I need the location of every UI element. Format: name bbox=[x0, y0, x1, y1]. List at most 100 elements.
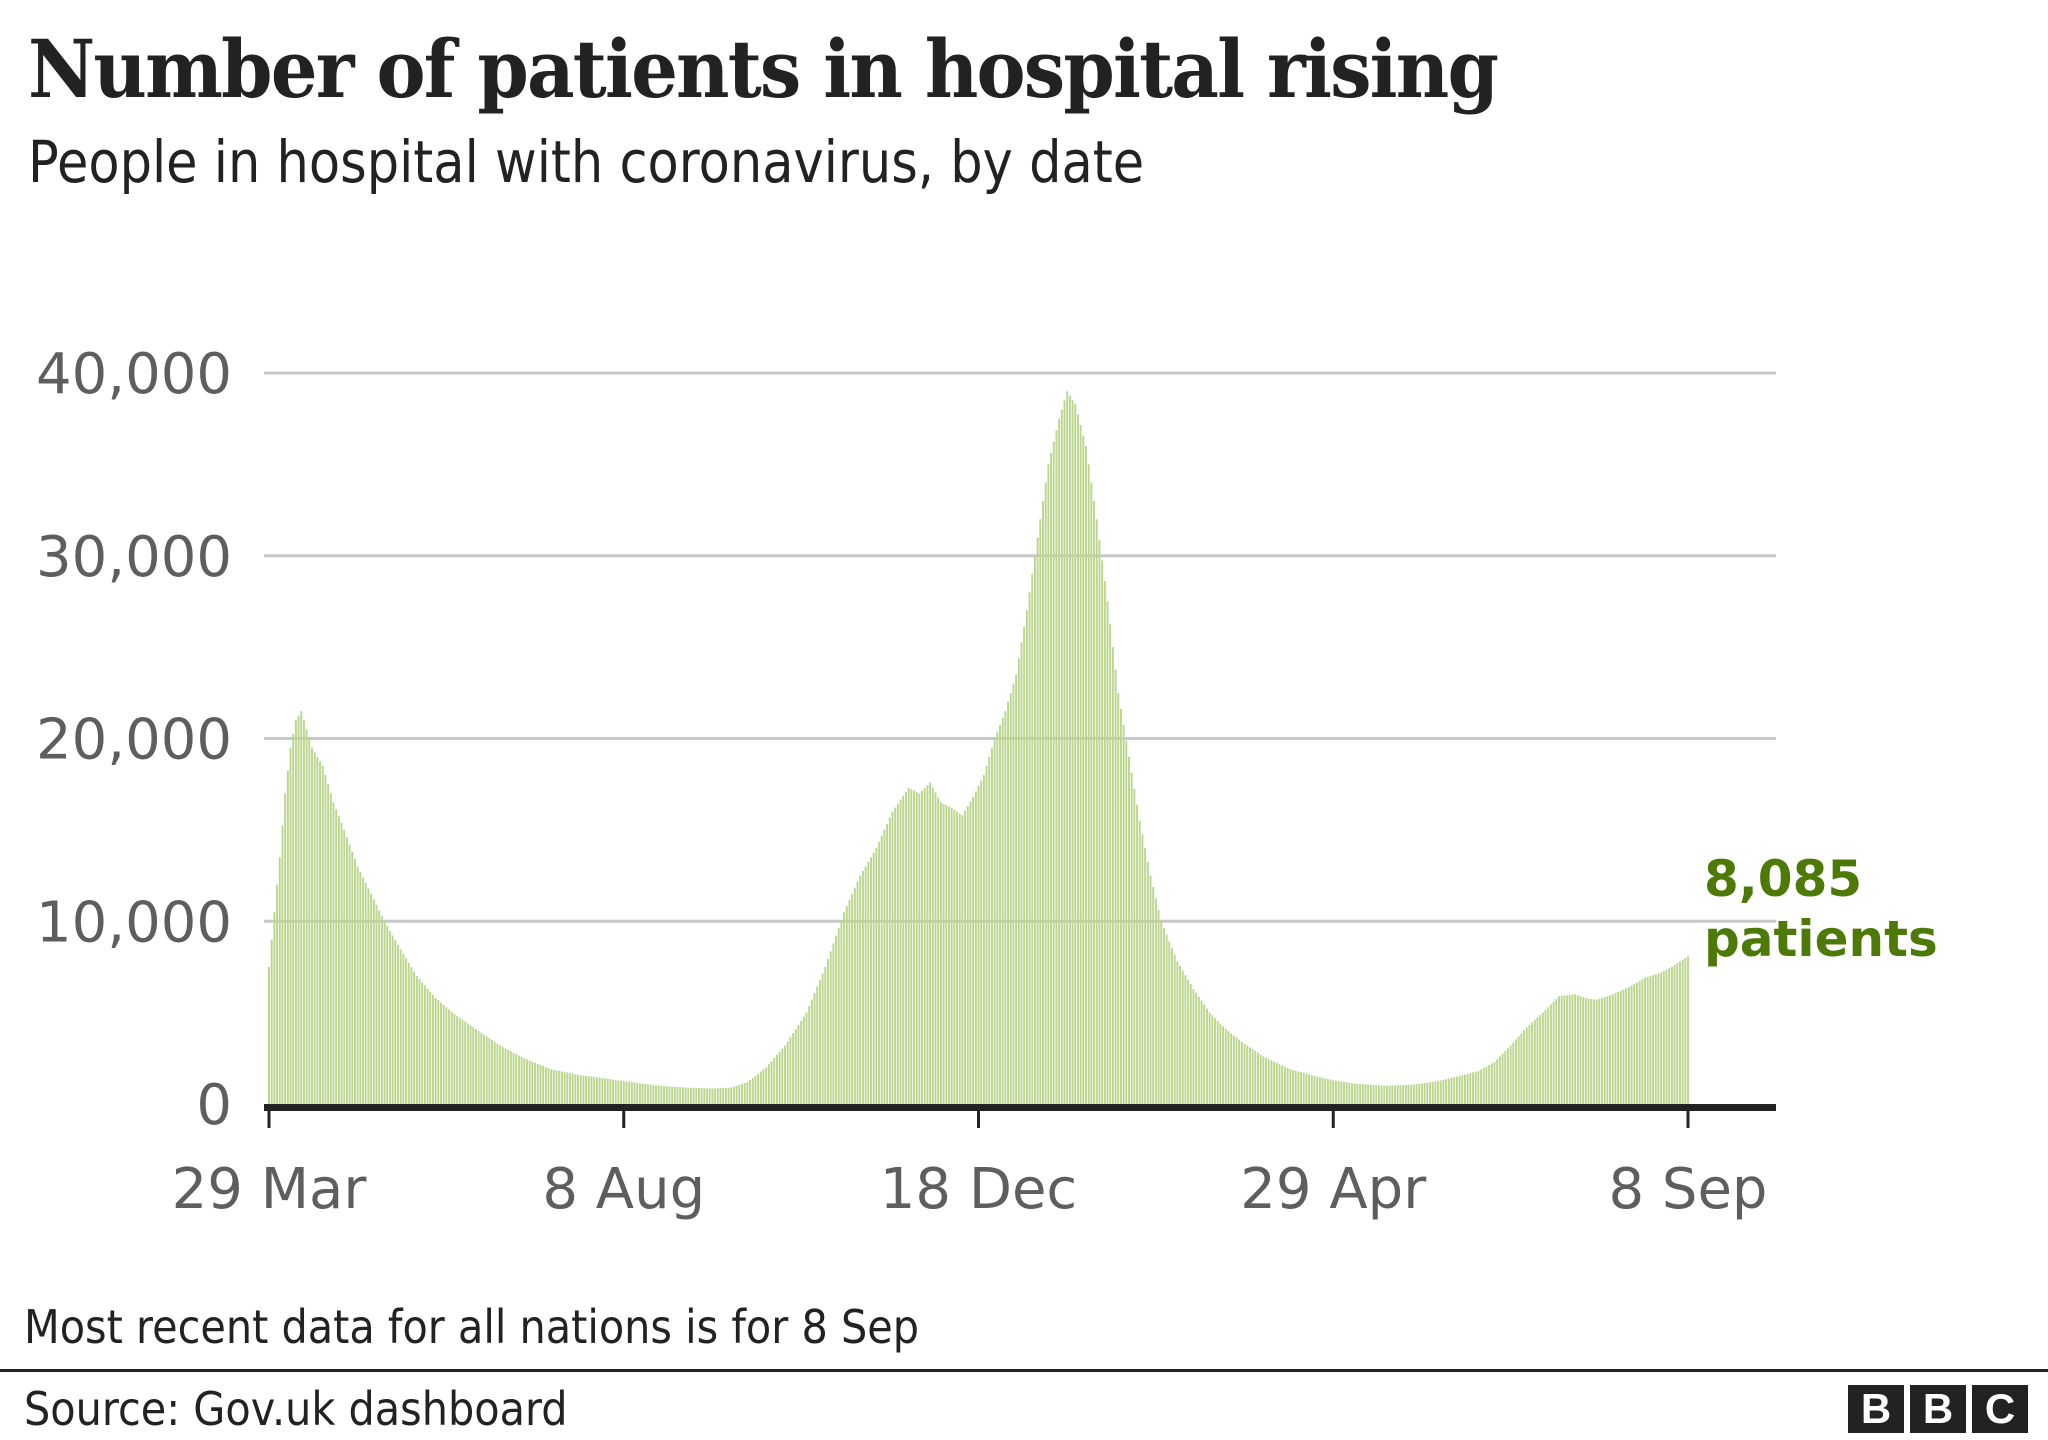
bar bbox=[867, 861, 870, 1104]
bar bbox=[1372, 1084, 1375, 1104]
bar bbox=[1055, 430, 1058, 1104]
bar bbox=[741, 1083, 743, 1104]
bar bbox=[751, 1077, 754, 1104]
bar bbox=[1157, 909, 1160, 1104]
bar bbox=[1646, 976, 1649, 1104]
bar bbox=[1603, 997, 1606, 1104]
bar bbox=[1141, 834, 1144, 1104]
bar bbox=[407, 962, 410, 1104]
bar bbox=[716, 1088, 719, 1104]
bar bbox=[1012, 683, 1015, 1104]
bar bbox=[485, 1036, 488, 1104]
bar bbox=[448, 1009, 451, 1104]
bar bbox=[1568, 994, 1571, 1104]
bar bbox=[1353, 1083, 1356, 1104]
bar bbox=[1278, 1064, 1281, 1104]
bar bbox=[1214, 1018, 1216, 1104]
bar bbox=[805, 1012, 808, 1105]
bar bbox=[1523, 1030, 1526, 1104]
bar bbox=[566, 1072, 569, 1104]
bar bbox=[388, 930, 391, 1104]
bar bbox=[458, 1018, 461, 1104]
bar bbox=[956, 811, 958, 1104]
bar bbox=[1574, 994, 1577, 1104]
bar bbox=[1270, 1060, 1273, 1104]
bar bbox=[1235, 1037, 1238, 1104]
bar bbox=[491, 1040, 494, 1104]
bar bbox=[1388, 1085, 1391, 1104]
bar bbox=[1281, 1065, 1284, 1104]
bar bbox=[657, 1085, 660, 1104]
bar bbox=[977, 786, 980, 1104]
bar bbox=[1152, 886, 1155, 1104]
bar bbox=[1609, 995, 1612, 1104]
bar bbox=[593, 1076, 596, 1104]
bar bbox=[988, 756, 991, 1104]
bar bbox=[1614, 993, 1617, 1104]
bar bbox=[405, 958, 408, 1104]
bar bbox=[1582, 997, 1585, 1104]
bar bbox=[1036, 537, 1039, 1104]
bar bbox=[464, 1021, 467, 1104]
bar bbox=[1023, 626, 1026, 1104]
bar bbox=[1248, 1047, 1251, 1104]
bar bbox=[856, 881, 859, 1104]
bar bbox=[913, 790, 915, 1104]
bar bbox=[886, 823, 889, 1104]
bar bbox=[609, 1079, 612, 1104]
bar bbox=[1208, 1012, 1211, 1105]
bar bbox=[1060, 409, 1063, 1104]
bar bbox=[297, 715, 300, 1104]
bar bbox=[894, 807, 897, 1104]
bar bbox=[827, 959, 829, 1104]
bar bbox=[770, 1061, 773, 1104]
bar bbox=[1635, 982, 1638, 1104]
bar bbox=[939, 802, 942, 1104]
bar bbox=[348, 844, 351, 1104]
bar bbox=[1133, 788, 1136, 1104]
bar bbox=[1203, 1004, 1206, 1104]
bar bbox=[1020, 642, 1023, 1104]
bar bbox=[757, 1073, 760, 1104]
bar bbox=[560, 1071, 563, 1104]
bar bbox=[792, 1033, 795, 1104]
bar bbox=[969, 801, 972, 1104]
bar bbox=[1326, 1079, 1329, 1104]
bar bbox=[1434, 1081, 1437, 1104]
bar bbox=[1025, 610, 1028, 1104]
bar bbox=[563, 1072, 566, 1104]
bar bbox=[767, 1064, 770, 1104]
bar bbox=[1673, 965, 1676, 1104]
bar bbox=[1410, 1084, 1413, 1104]
bar bbox=[284, 793, 287, 1104]
bar bbox=[276, 884, 279, 1104]
bar bbox=[1619, 990, 1622, 1104]
bar bbox=[1033, 555, 1036, 1104]
bar bbox=[1111, 647, 1114, 1105]
bar bbox=[1676, 963, 1679, 1104]
bar bbox=[423, 985, 426, 1104]
bar bbox=[1555, 998, 1558, 1104]
bar bbox=[1179, 966, 1182, 1104]
bar bbox=[550, 1069, 553, 1104]
bar bbox=[1047, 464, 1050, 1105]
bar bbox=[1391, 1085, 1394, 1104]
bar bbox=[996, 731, 999, 1104]
bar bbox=[286, 770, 289, 1104]
bar bbox=[474, 1029, 477, 1104]
bar bbox=[789, 1037, 792, 1104]
x-tick-label: 18 Dec bbox=[880, 1157, 1077, 1222]
chart-subtitle: People in hospital with coronavirus, by … bbox=[28, 128, 1145, 196]
bar bbox=[1544, 1009, 1547, 1104]
bar bbox=[1606, 996, 1609, 1104]
bar bbox=[711, 1088, 714, 1104]
bar bbox=[773, 1058, 776, 1104]
bar bbox=[1082, 435, 1085, 1105]
bar bbox=[501, 1046, 504, 1104]
bar bbox=[456, 1016, 459, 1104]
bar bbox=[453, 1014, 456, 1104]
bar bbox=[1267, 1059, 1270, 1104]
bar bbox=[974, 791, 977, 1104]
bar bbox=[692, 1087, 695, 1104]
bar bbox=[555, 1070, 558, 1104]
